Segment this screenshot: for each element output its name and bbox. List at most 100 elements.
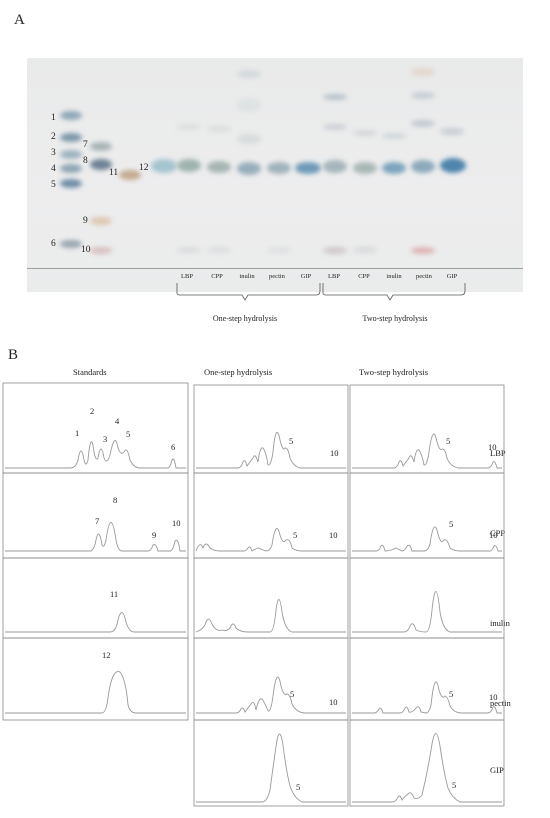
trace-one-step-lbp: [196, 431, 346, 469]
tlc-spot: [440, 128, 464, 135]
row-label: pectin: [490, 698, 511, 708]
tlc-spot: [237, 98, 261, 112]
peak-label: 5: [289, 436, 294, 446]
peak-label: 4: [115, 416, 120, 426]
tlc-spot: [411, 160, 435, 173]
peak-label: 10: [489, 692, 498, 702]
peak-label: 3: [103, 434, 108, 444]
trace-two-step-lbp: [352, 433, 502, 469]
tlc-spot: [411, 247, 435, 254]
lane-label: GIP: [446, 273, 458, 280]
tlc-spot: [440, 158, 466, 173]
bracket-one-step: [176, 283, 321, 301]
bracket-two-step: [322, 283, 466, 301]
chromatogram-frame: [193, 719, 349, 807]
tlc-standard-label: 10: [81, 245, 91, 255]
tlc-spot: [237, 134, 261, 144]
trace-standards-row3: [5, 612, 186, 633]
tlc-spot: [237, 70, 261, 78]
trace-standards-row2: [5, 522, 186, 552]
tlc-spot: [177, 159, 201, 172]
tlc-standard-label: 5: [51, 180, 56, 190]
peak-label: 11: [110, 589, 119, 599]
tlc-spot: [382, 162, 406, 174]
tlc-standard-label: 2: [51, 132, 56, 142]
tlc-spot: [207, 161, 231, 173]
trace-two-step-pectin: [352, 681, 502, 714]
peak-label: 10: [329, 697, 338, 707]
peak-label: 5: [449, 519, 454, 529]
tlc-spot: [119, 170, 141, 180]
lane-label: inulin: [239, 273, 255, 280]
tlc-standard-label: 3: [51, 148, 56, 158]
trace-standards-row4: [5, 671, 186, 714]
peak-label: 10: [330, 448, 339, 458]
trace-two-step-gip: [352, 733, 502, 803]
lane-label: pectin: [269, 273, 285, 280]
lane-label: inulin: [386, 273, 402, 280]
tlc-spot: [177, 247, 201, 253]
tlc-standard-label: 8: [83, 156, 88, 166]
tlc-spot: [323, 94, 347, 100]
tlc-standard-label: 12: [139, 163, 149, 173]
row-label: GIP: [490, 765, 504, 775]
tlc-spot: [237, 162, 261, 175]
peak-label: 5: [296, 782, 301, 792]
peak-label: 1: [75, 428, 80, 438]
tlc-spot: [207, 126, 231, 132]
lane-label: GIP: [300, 273, 312, 280]
tlc-spot: [60, 164, 82, 173]
peak-label: 5: [126, 429, 131, 439]
column-title-one-step: One-step hydrolysis: [204, 367, 273, 377]
tlc-spot: [60, 111, 82, 120]
tlc-standard-label: 1: [51, 113, 56, 123]
lane-label: pectin: [416, 273, 432, 280]
tlc-spot: [151, 159, 177, 173]
tlc-spot: [60, 179, 82, 188]
peak-label: 5: [452, 780, 457, 790]
group-label-one-step: One-step hydrolysis: [212, 314, 278, 323]
tlc-spot: [323, 124, 347, 130]
peak-label: 10: [172, 518, 181, 528]
tlc-spot: [411, 68, 435, 76]
tlc-spot: [60, 150, 82, 159]
tlc-spot: [90, 159, 112, 170]
column-title-standards: Standards: [73, 367, 107, 377]
lane-label: CPP: [358, 273, 370, 280]
chromatogram-frame: [349, 719, 505, 807]
trace-one-step-cpp: [195, 527, 346, 552]
tlc-spot: [60, 240, 82, 248]
tlc-standard-label: 9: [83, 216, 88, 226]
row-label: CPP: [490, 528, 506, 538]
tlc-spot: [90, 247, 112, 254]
group-label-two-step: Two-step hydrolysis: [362, 314, 428, 323]
peak-label: 10: [488, 442, 497, 452]
tlc-spot: [90, 217, 112, 225]
peak-label: 5: [449, 689, 454, 699]
peak-label: 8: [113, 495, 118, 505]
tlc-spot: [177, 124, 201, 130]
tlc-standard-label: 7: [83, 140, 88, 150]
trace-two-step-inulin: [352, 591, 502, 633]
column-title-two-step: Two-step hydrolysis: [359, 367, 429, 377]
peak-label: 10: [489, 530, 498, 540]
panel-a-label: A: [14, 12, 25, 28]
panel-b-label: B: [8, 347, 19, 363]
trace-two-step-cpp: [352, 526, 502, 552]
tlc-spot: [353, 162, 377, 174]
trace-one-step-inulin: [195, 599, 346, 633]
tlc-standard-label: 11: [109, 168, 119, 178]
peak-label: 5: [446, 436, 451, 446]
tlc-baseline: [27, 268, 523, 269]
lane-label: CPP: [211, 273, 223, 280]
lane-label: LBP: [181, 273, 193, 280]
peak-label: 5: [293, 530, 298, 540]
tlc-spot: [90, 142, 112, 151]
tlc-spot: [267, 247, 291, 253]
trace-one-step-pectin: [196, 676, 346, 714]
peak-label: 7: [95, 516, 100, 526]
tlc-spot: [353, 130, 377, 136]
trace-one-step-gip: [196, 733, 346, 803]
tlc-spot: [323, 160, 347, 173]
